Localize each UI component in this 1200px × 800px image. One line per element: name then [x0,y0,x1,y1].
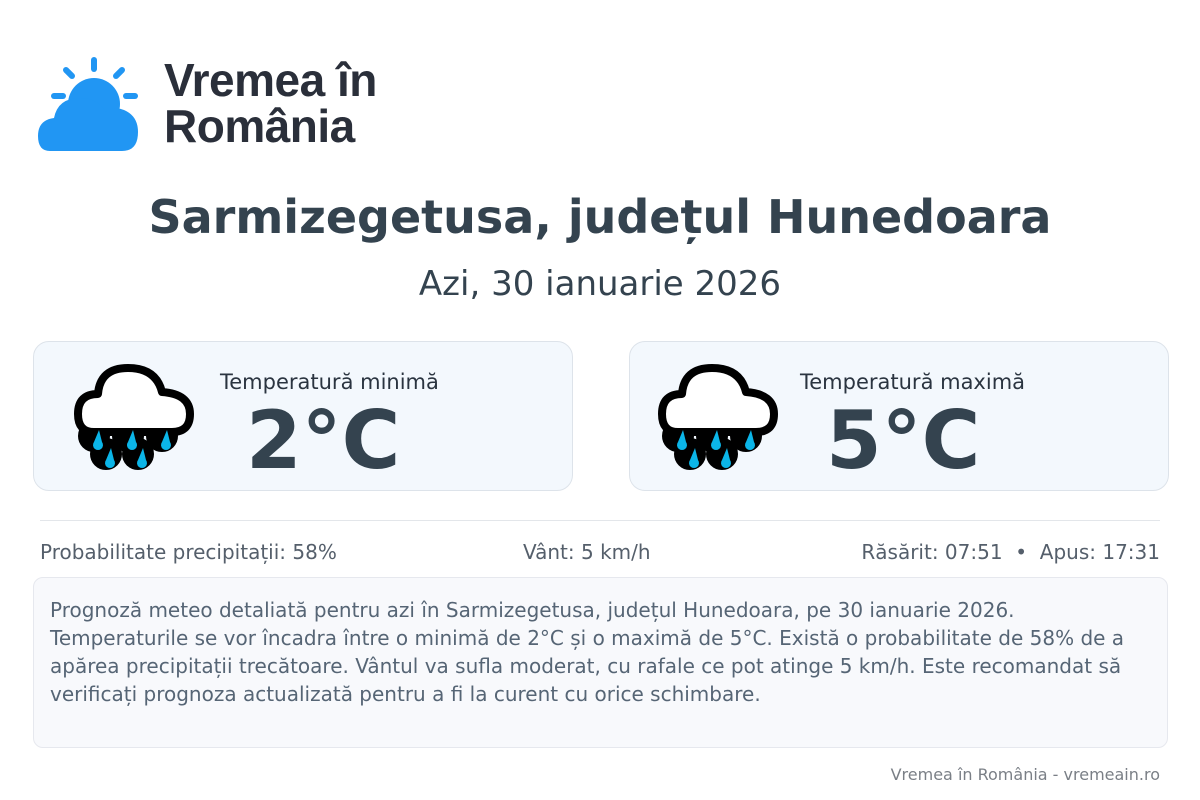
min-temperature-card: Temperatură minimă 2°C [33,341,573,491]
precipitation-probability: Probabilitate precipitații: 58% [40,540,337,564]
logo: Vremea în România [36,54,377,152]
sun-cloud-logo-icon [38,57,138,151]
logo-line2: România [164,100,355,152]
logo-line1: Vremea în [164,54,377,106]
rain-cloud-icon [74,364,194,470]
forecast-date: Azi, 30 ianuarie 2026 [418,264,782,304]
sunrise-sunset: Răsărit: 07:51 • Apus: 17:31 [861,540,1160,564]
wind-speed: Vânt: 5 km/h [523,540,651,564]
min-temperature-value: 2°C [246,394,401,487]
page-title: Sarmizegetusa, județul Hunedoara [148,190,1052,244]
max-temperature-card: Temperatură maximă 5°C [629,341,1169,491]
max-temperature-label: Temperatură maximă [800,370,1026,394]
rain-cloud-icon [658,364,778,470]
min-temperature-label: Temperatură minimă [220,370,439,394]
max-temperature-value: 5°C [826,394,981,487]
footer-credit: Vremea în România - vremeain.ro [890,765,1160,784]
divider [40,520,1160,521]
forecast-description: Prognoză meteo detaliată pentru azi în S… [33,577,1168,748]
